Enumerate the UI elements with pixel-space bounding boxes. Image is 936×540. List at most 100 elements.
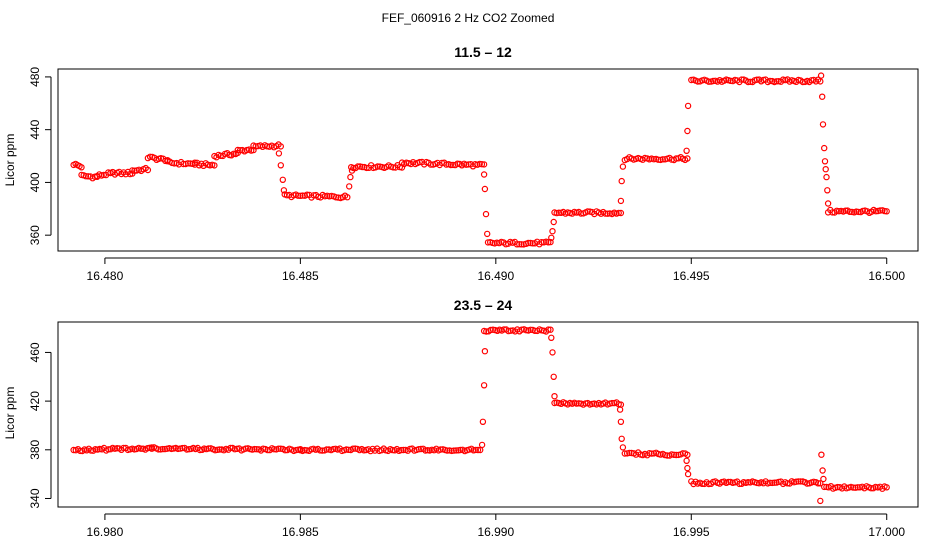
data-point bbox=[545, 326, 552, 333]
data-point bbox=[725, 478, 732, 486]
data-point bbox=[799, 78, 807, 86]
panel-1-points bbox=[70, 72, 890, 248]
x-tick-label: 16.500 bbox=[868, 269, 905, 283]
panel-2-y-axis: 340 380 420 460 bbox=[28, 342, 52, 508]
data-point bbox=[277, 143, 284, 150]
data-point bbox=[842, 207, 849, 214]
data-point bbox=[487, 326, 494, 334]
data-point bbox=[478, 441, 486, 449]
data-point bbox=[550, 218, 557, 226]
data-point bbox=[277, 162, 284, 169]
data-point bbox=[673, 451, 680, 459]
data-point bbox=[323, 446, 330, 453]
data-point bbox=[854, 484, 861, 491]
data-point bbox=[294, 192, 302, 199]
data-point bbox=[766, 479, 774, 486]
data-point bbox=[363, 164, 370, 172]
y-tick-label: 400 bbox=[28, 172, 42, 192]
x-tick-label: 16.980 bbox=[87, 525, 124, 539]
data-point bbox=[551, 393, 558, 400]
data-point bbox=[617, 209, 625, 217]
data-point bbox=[474, 446, 482, 454]
y-tick-label: 480 bbox=[28, 67, 42, 87]
data-point bbox=[316, 447, 324, 454]
data-point bbox=[621, 450, 629, 457]
x-tick-label: 16.495 bbox=[673, 269, 710, 283]
data-point bbox=[137, 445, 145, 452]
data-point bbox=[626, 449, 633, 457]
y-tick-label: 360 bbox=[28, 225, 42, 245]
data-point bbox=[400, 446, 407, 454]
data-point bbox=[659, 156, 667, 163]
data-point bbox=[850, 484, 857, 491]
data-point bbox=[602, 210, 609, 217]
data-point bbox=[303, 191, 311, 198]
data-point bbox=[618, 435, 625, 442]
data-point bbox=[270, 446, 278, 453]
figure-title: FEF_060916 2 Hz CO2 Zoomed bbox=[382, 11, 555, 25]
data-point bbox=[771, 479, 778, 486]
panel-2-y-axis-label: Licor ppm bbox=[3, 387, 17, 440]
data-point bbox=[548, 334, 555, 341]
panel-2-title: 23.5 – 24 bbox=[454, 297, 513, 313]
data-point bbox=[705, 78, 713, 85]
data-point bbox=[824, 200, 832, 207]
chart-panel-2: 23.5 – 24 Licor ppm 16.980 16.985 16.990 16… bbox=[3, 297, 919, 539]
data-point bbox=[684, 464, 691, 472]
data-point bbox=[797, 478, 804, 485]
x-tick-label: 16.480 bbox=[87, 269, 124, 283]
data-point bbox=[275, 150, 283, 157]
data-point bbox=[744, 479, 752, 486]
data-point bbox=[709, 77, 717, 85]
data-point bbox=[817, 480, 824, 487]
x-tick-label: 16.490 bbox=[477, 269, 514, 283]
data-point bbox=[584, 208, 591, 215]
data-point bbox=[78, 164, 85, 171]
data-point bbox=[615, 209, 622, 217]
data-point bbox=[545, 239, 552, 246]
data-point bbox=[527, 326, 534, 333]
panel-1-title: 11.5 – 12 bbox=[454, 44, 512, 60]
data-point bbox=[547, 238, 554, 246]
data-point bbox=[481, 185, 489, 193]
data-point bbox=[549, 227, 556, 235]
data-point bbox=[211, 162, 218, 169]
data-point bbox=[683, 457, 690, 464]
data-point bbox=[527, 239, 534, 247]
data-point bbox=[684, 127, 691, 135]
data-point bbox=[349, 445, 357, 452]
data-point bbox=[484, 230, 491, 238]
y-tick-label: 440 bbox=[28, 119, 42, 139]
data-point bbox=[821, 144, 828, 152]
data-point bbox=[617, 197, 625, 205]
data-point bbox=[346, 183, 353, 190]
data-point bbox=[275, 445, 282, 452]
panel-1-y-axis-label: Licor ppm bbox=[3, 134, 17, 187]
data-point bbox=[619, 163, 627, 170]
y-tick-label: 380 bbox=[28, 439, 42, 459]
data-point bbox=[146, 153, 154, 160]
data-point bbox=[155, 446, 162, 453]
data-point bbox=[144, 166, 152, 174]
data-point bbox=[822, 165, 829, 173]
data-point bbox=[819, 121, 827, 128]
data-point bbox=[447, 161, 454, 169]
data-point bbox=[555, 209, 563, 216]
data-point bbox=[818, 451, 825, 458]
data-point bbox=[548, 234, 555, 241]
data-point bbox=[549, 349, 556, 356]
data-point bbox=[415, 446, 422, 453]
y-tick-label: 460 bbox=[28, 342, 42, 362]
data-point bbox=[347, 173, 354, 181]
x-tick-label: 16.990 bbox=[477, 525, 514, 539]
x-tick-label: 16.985 bbox=[282, 525, 319, 539]
data-point bbox=[821, 158, 829, 165]
panel-1-y-axis: 360 400 440 480 bbox=[28, 67, 52, 245]
data-point bbox=[817, 72, 825, 79]
y-tick-label: 420 bbox=[28, 391, 42, 411]
data-point bbox=[437, 446, 444, 453]
panel-1-plot-frame bbox=[57, 68, 919, 252]
data-point bbox=[821, 483, 828, 491]
